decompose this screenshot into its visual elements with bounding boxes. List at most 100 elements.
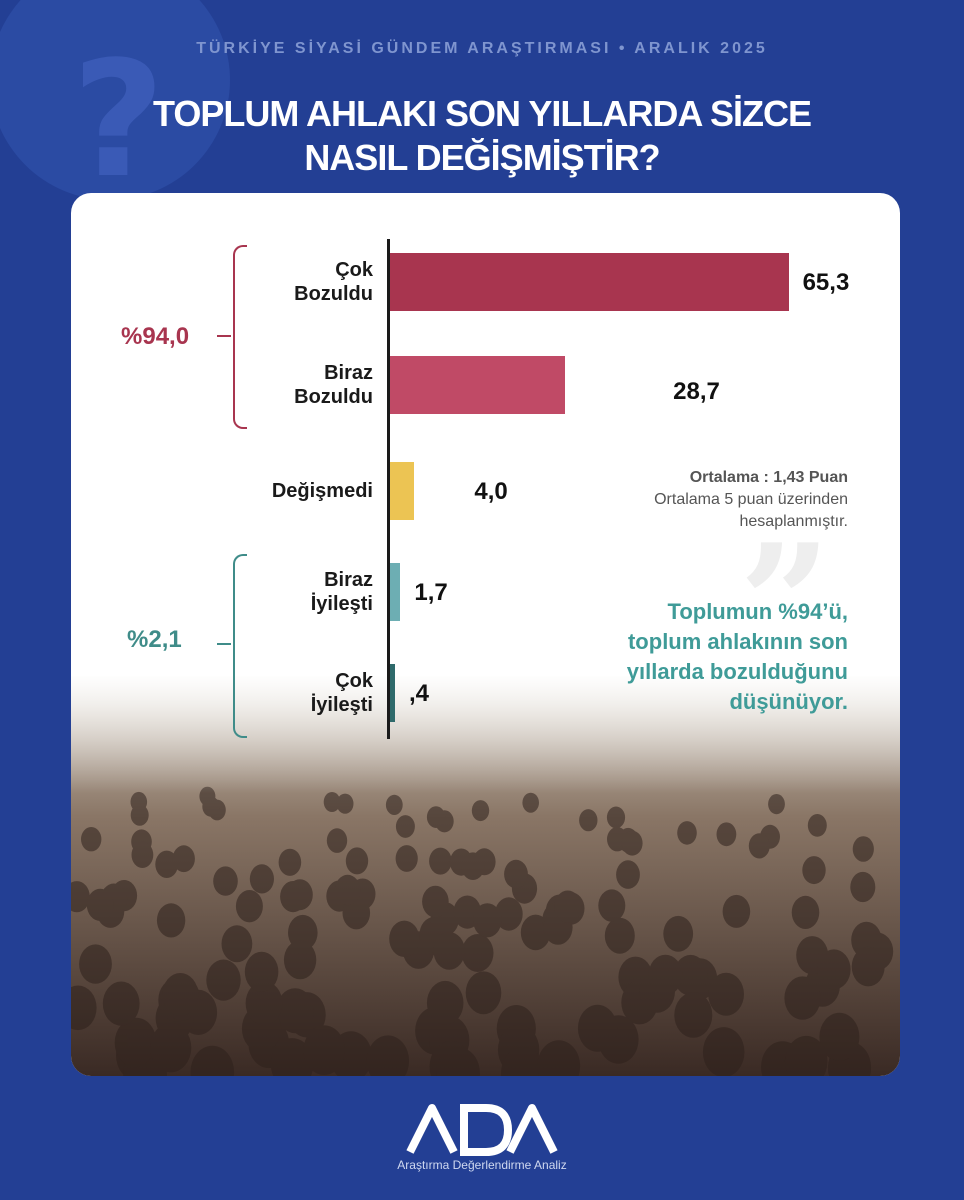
crowd-head (465, 971, 502, 1015)
crowd-head (577, 1004, 618, 1052)
crowd-head (79, 944, 112, 984)
crowd-head (522, 792, 539, 813)
crowd-head (130, 804, 149, 826)
crowd-head (433, 932, 465, 970)
crowd-head (850, 871, 876, 903)
crowd-head (395, 815, 415, 838)
bar-1 (390, 253, 789, 311)
crowd-head (81, 827, 102, 852)
question-mark-icon: ? (72, 26, 165, 213)
crowd-head (791, 895, 820, 929)
crowd-head (817, 949, 851, 990)
crowd-head (471, 800, 490, 822)
crowd-head (131, 841, 154, 868)
category-label-2: Biraz Bozuldu (294, 362, 373, 408)
crowd-head (71, 881, 90, 913)
crowd-head (278, 848, 302, 876)
crowd-head (722, 894, 751, 928)
crowd-head (276, 988, 314, 1034)
crowd-head (426, 806, 446, 828)
crowd-head (807, 814, 827, 837)
average-note: Ortalama : 1,43 Puan Ortalama 5 puan üze… (654, 467, 848, 533)
insight-line-1: Toplumun %94’ü, (667, 599, 848, 624)
crowd-head (708, 972, 744, 1016)
insight-line-2: toplum ahlakının son (627, 629, 848, 654)
crowd-head (287, 879, 313, 911)
insight-text: Toplumun %94’ü, toplum ahlakının son yıl… (627, 597, 848, 717)
crowd-head (702, 1027, 745, 1076)
crowd-head (494, 897, 523, 931)
crowd-head (504, 859, 528, 889)
positive-group-bracket (233, 554, 247, 738)
positive-group-label: %2,1 (127, 626, 182, 653)
crowd-head (336, 793, 354, 814)
crowd-head (270, 1038, 314, 1076)
crowd-head (851, 946, 885, 987)
average-value: Ortalama : 1,43 Puan (689, 469, 848, 486)
crowd-head (156, 903, 186, 938)
crowd-head (326, 828, 348, 853)
crowd-head (86, 888, 114, 921)
crowd-head (366, 1035, 410, 1076)
crowd-head (389, 920, 420, 957)
value-label-4: 1,7 (414, 579, 448, 606)
category-label-4: Biraz İyileşti (310, 569, 373, 615)
crowd-head (621, 830, 643, 856)
page-title: TOPLUM AHLAKI SON YILLARDA SİZCE NASIL D… (0, 92, 964, 180)
chart-axis (387, 239, 390, 739)
crowd-head (663, 915, 694, 952)
crowd-head (283, 940, 317, 980)
category-label-5: Çok İyileşti (310, 670, 373, 716)
crowd-head (802, 856, 826, 885)
crowd-head (155, 850, 179, 878)
background-circle (0, 0, 230, 200)
crowd-head (345, 847, 369, 875)
crowd-head (323, 792, 341, 812)
crowd-head (461, 852, 485, 880)
crowd-head (616, 860, 640, 889)
crowd-head (221, 925, 253, 963)
crowd-head (422, 885, 449, 918)
crowd-head (674, 992, 713, 1038)
crowd-head (102, 981, 140, 1026)
crowd-head (604, 917, 635, 954)
bar-2 (390, 356, 566, 414)
crowd-head (554, 890, 582, 923)
title-line-1: TOPLUM AHLAKI SON YILLARDA SİZCE (152, 93, 812, 134)
crowd-head (598, 889, 626, 922)
average-note-line-2: hesaplanmıştır. (739, 513, 849, 530)
insight-line-3: yıllarda bozulduğunu (626, 659, 848, 684)
crowd-head (473, 903, 502, 938)
crowd-head (819, 1012, 860, 1061)
crowd-head (784, 1035, 828, 1076)
crowd-head (190, 1045, 235, 1076)
crowd-head (606, 806, 626, 829)
crowd-head (150, 1023, 192, 1073)
quote-icon: ” (739, 509, 832, 697)
crowd-head (436, 1047, 480, 1076)
bar-3 (390, 462, 415, 520)
crowd-head (648, 954, 683, 996)
crowd-head (537, 1040, 581, 1076)
negative-group-tick (217, 335, 231, 337)
crowd-head (235, 890, 263, 923)
crowd-head (244, 951, 279, 992)
crowd-head (748, 833, 770, 859)
value-label-1: 65,3 (802, 269, 850, 296)
crowd-head (579, 809, 598, 832)
crowd-head (768, 794, 785, 815)
crowd-head (677, 821, 697, 845)
crowd-head (426, 980, 464, 1025)
crowd-head (395, 845, 418, 872)
insight-line-4: düşünüyor. (729, 689, 848, 714)
category-label-3: Değişmedi (271, 480, 373, 502)
value-label-5: ,4 (409, 680, 430, 707)
survey-subtitle: TÜRKİYE SİYASİ GÜNDEM ARAŞTIRMASI • ARAL… (196, 40, 768, 57)
ada-logo-mark (406, 1104, 558, 1156)
logo-tagline: Araştırma Değerlendirme Analiz (397, 1158, 567, 1172)
crowd-fade (71, 673, 900, 793)
crowd-head (162, 973, 199, 1016)
crowd-head (249, 864, 274, 894)
chart-card: Çok Bozuldu Biraz Bozuldu Değişmedi Biraz İyil… (71, 193, 900, 1076)
crowd-head (461, 934, 494, 972)
